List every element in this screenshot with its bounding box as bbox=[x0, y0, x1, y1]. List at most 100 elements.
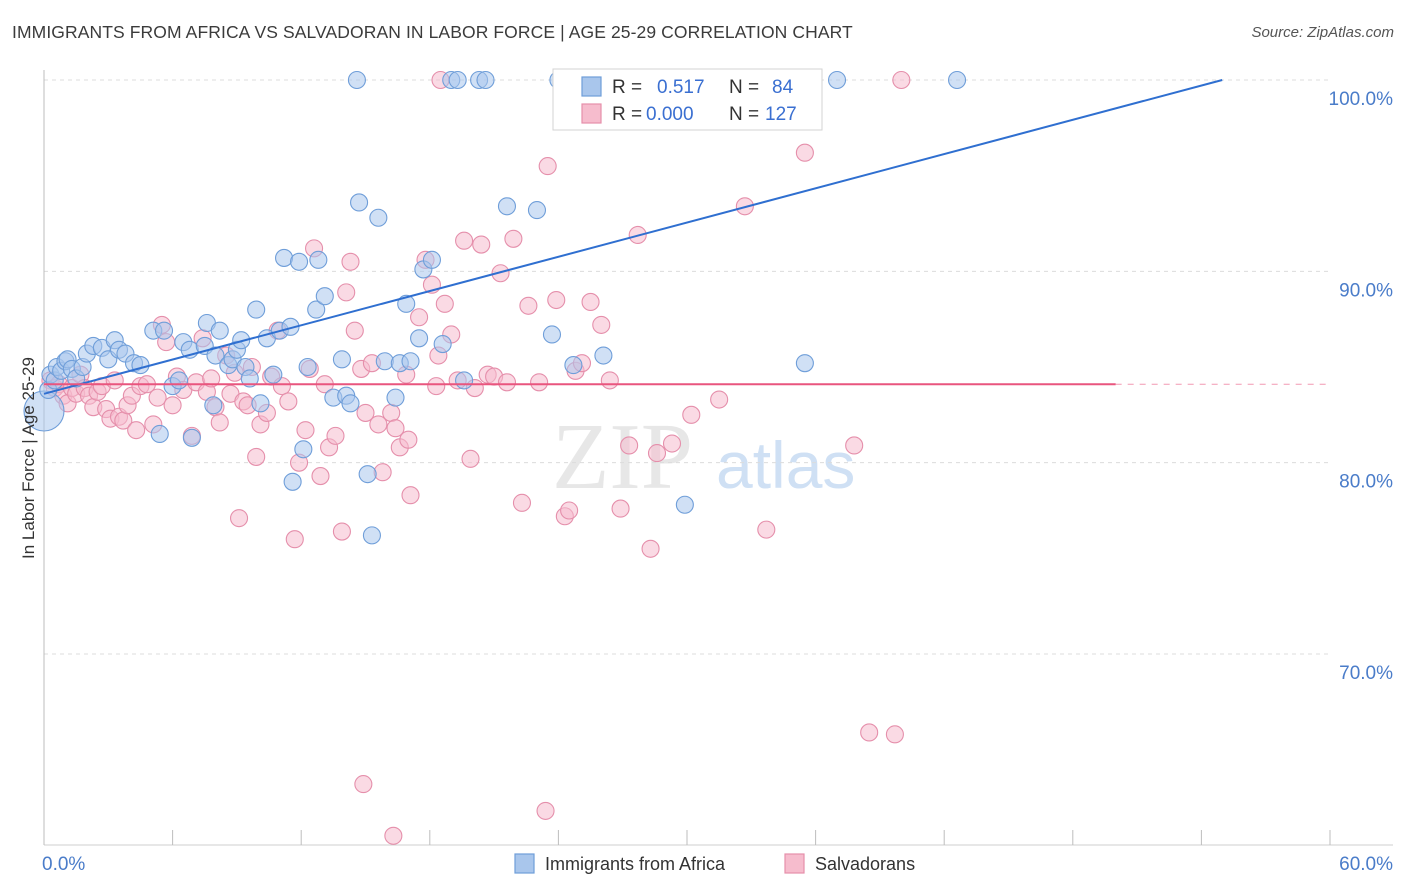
africa-point bbox=[375, 352, 394, 371]
africa-point bbox=[315, 287, 334, 306]
africa-point bbox=[401, 352, 420, 371]
y-tick-label: 70.0% bbox=[1339, 663, 1393, 684]
africa-point bbox=[448, 70, 467, 90]
africa-point bbox=[182, 428, 201, 447]
salvadoran-point bbox=[455, 231, 474, 250]
bottom-legend-salvadorans: Salvadorans bbox=[815, 854, 915, 874]
africa-point bbox=[154, 321, 174, 340]
salvadoran-point bbox=[148, 388, 167, 407]
salvadoran-point bbox=[296, 421, 315, 440]
salvadoran-point bbox=[472, 235, 491, 254]
africa-point bbox=[294, 440, 313, 459]
salvadoran-point bbox=[592, 315, 611, 334]
salvadorans-points bbox=[41, 70, 911, 845]
africa-point bbox=[150, 424, 169, 444]
salvadoran-point bbox=[210, 413, 229, 432]
salvadoran-point bbox=[127, 421, 146, 440]
salvadoran-point bbox=[311, 467, 330, 486]
salvadoran-point bbox=[399, 430, 418, 449]
africa-point bbox=[169, 371, 189, 390]
africa-point bbox=[247, 300, 266, 319]
africa-point bbox=[347, 70, 366, 90]
chart-source: Source: ZipAtlas.com bbox=[1251, 24, 1394, 41]
africa-point bbox=[397, 294, 416, 313]
salvadoran-point bbox=[410, 308, 429, 327]
legend-swatch-salvadorans bbox=[581, 103, 602, 124]
legend-r-value-2: 0.000 bbox=[646, 104, 694, 125]
africa-point bbox=[283, 472, 302, 491]
africa-point bbox=[341, 394, 360, 413]
x-tick-left: 0.0% bbox=[42, 854, 85, 875]
africa-point bbox=[433, 334, 452, 354]
salvadoran-point bbox=[341, 252, 360, 271]
legend-n-value-1: 84 bbox=[772, 77, 794, 98]
salvadoran-point bbox=[354, 775, 373, 794]
africa-point bbox=[362, 526, 381, 545]
africa-point bbox=[675, 495, 694, 514]
africa-point bbox=[350, 193, 369, 212]
salvadoran-point bbox=[647, 444, 667, 463]
salvadoran-point bbox=[795, 143, 814, 162]
africa-point bbox=[497, 197, 517, 216]
salvadoran-point bbox=[401, 486, 420, 505]
watermark-atlas: atlas bbox=[716, 428, 855, 502]
africa-point bbox=[309, 250, 328, 269]
salvadoran-point bbox=[337, 283, 356, 302]
salvadoran-point bbox=[512, 493, 532, 512]
legend: R = 0.517 N = 84 R = 0.000 N = 127 bbox=[552, 68, 823, 131]
salvadoran-point bbox=[491, 264, 510, 283]
x-tick-right: 60.0% bbox=[1339, 854, 1393, 875]
africa-point bbox=[332, 350, 351, 369]
africa-point bbox=[290, 252, 309, 271]
salvadoran-point bbox=[356, 403, 375, 422]
y-axis-label: In Labor Force | Age 25-29 bbox=[19, 357, 38, 559]
africa-point bbox=[210, 321, 229, 340]
africa-point bbox=[542, 325, 562, 344]
salvadoran-point bbox=[581, 292, 600, 311]
salvadoran-point bbox=[373, 463, 392, 482]
salvadoran-point bbox=[519, 296, 538, 315]
salvadoran-point bbox=[620, 436, 639, 455]
axes: 100.0% 90.0% 80.0% 70.0% bbox=[43, 70, 1394, 846]
africa-point bbox=[455, 371, 474, 390]
africa-point bbox=[948, 70, 967, 90]
africa-point bbox=[476, 70, 495, 90]
trend-lines bbox=[43, 79, 1330, 395]
salvadoran-point bbox=[163, 396, 182, 415]
africa-point bbox=[131, 356, 150, 375]
y-tick-label: 90.0% bbox=[1339, 280, 1393, 301]
bottom-legend: Immigrants from Africa Salvadorans bbox=[514, 853, 915, 874]
bottom-legend-swatch-africa bbox=[514, 853, 535, 874]
africa-point bbox=[307, 300, 326, 319]
africa-point bbox=[594, 346, 613, 365]
y-tick-label: 100.0% bbox=[1329, 89, 1394, 110]
salvadoran-point bbox=[247, 447, 266, 466]
africa-point bbox=[251, 394, 270, 413]
salvadoran-point bbox=[345, 321, 364, 340]
salvadoran-point bbox=[202, 369, 221, 388]
salvadoran-point bbox=[892, 70, 911, 90]
africa-point bbox=[275, 248, 294, 267]
salvadoran-point bbox=[461, 449, 480, 468]
legend-n-label-1: N = bbox=[729, 77, 759, 98]
africa-point bbox=[232, 331, 251, 350]
salvadoran-point bbox=[530, 373, 549, 392]
salvadoran-point bbox=[757, 520, 776, 539]
africa-points bbox=[23, 70, 967, 545]
chart-title: IMMIGRANTS FROM AFRICA VS SALVADORAN IN … bbox=[12, 22, 853, 42]
bottom-legend-africa: Immigrants from Africa bbox=[545, 854, 726, 874]
legend-r-label-2: R = bbox=[612, 104, 642, 125]
bottom-legend-swatch-salvadorans bbox=[784, 853, 805, 874]
legend-n-label-2: N = bbox=[729, 104, 759, 125]
africa-trend-line bbox=[43, 79, 1223, 395]
africa-point bbox=[264, 365, 283, 384]
salvadoran-point bbox=[229, 509, 249, 528]
salvadoran-point bbox=[427, 377, 446, 396]
salvadoran-point bbox=[497, 373, 517, 392]
salvadoran-point bbox=[547, 290, 566, 310]
africa-point bbox=[204, 396, 223, 415]
salvadoran-point bbox=[279, 392, 298, 411]
salvadoran-point bbox=[682, 405, 701, 424]
salvadoran-point bbox=[538, 157, 557, 176]
